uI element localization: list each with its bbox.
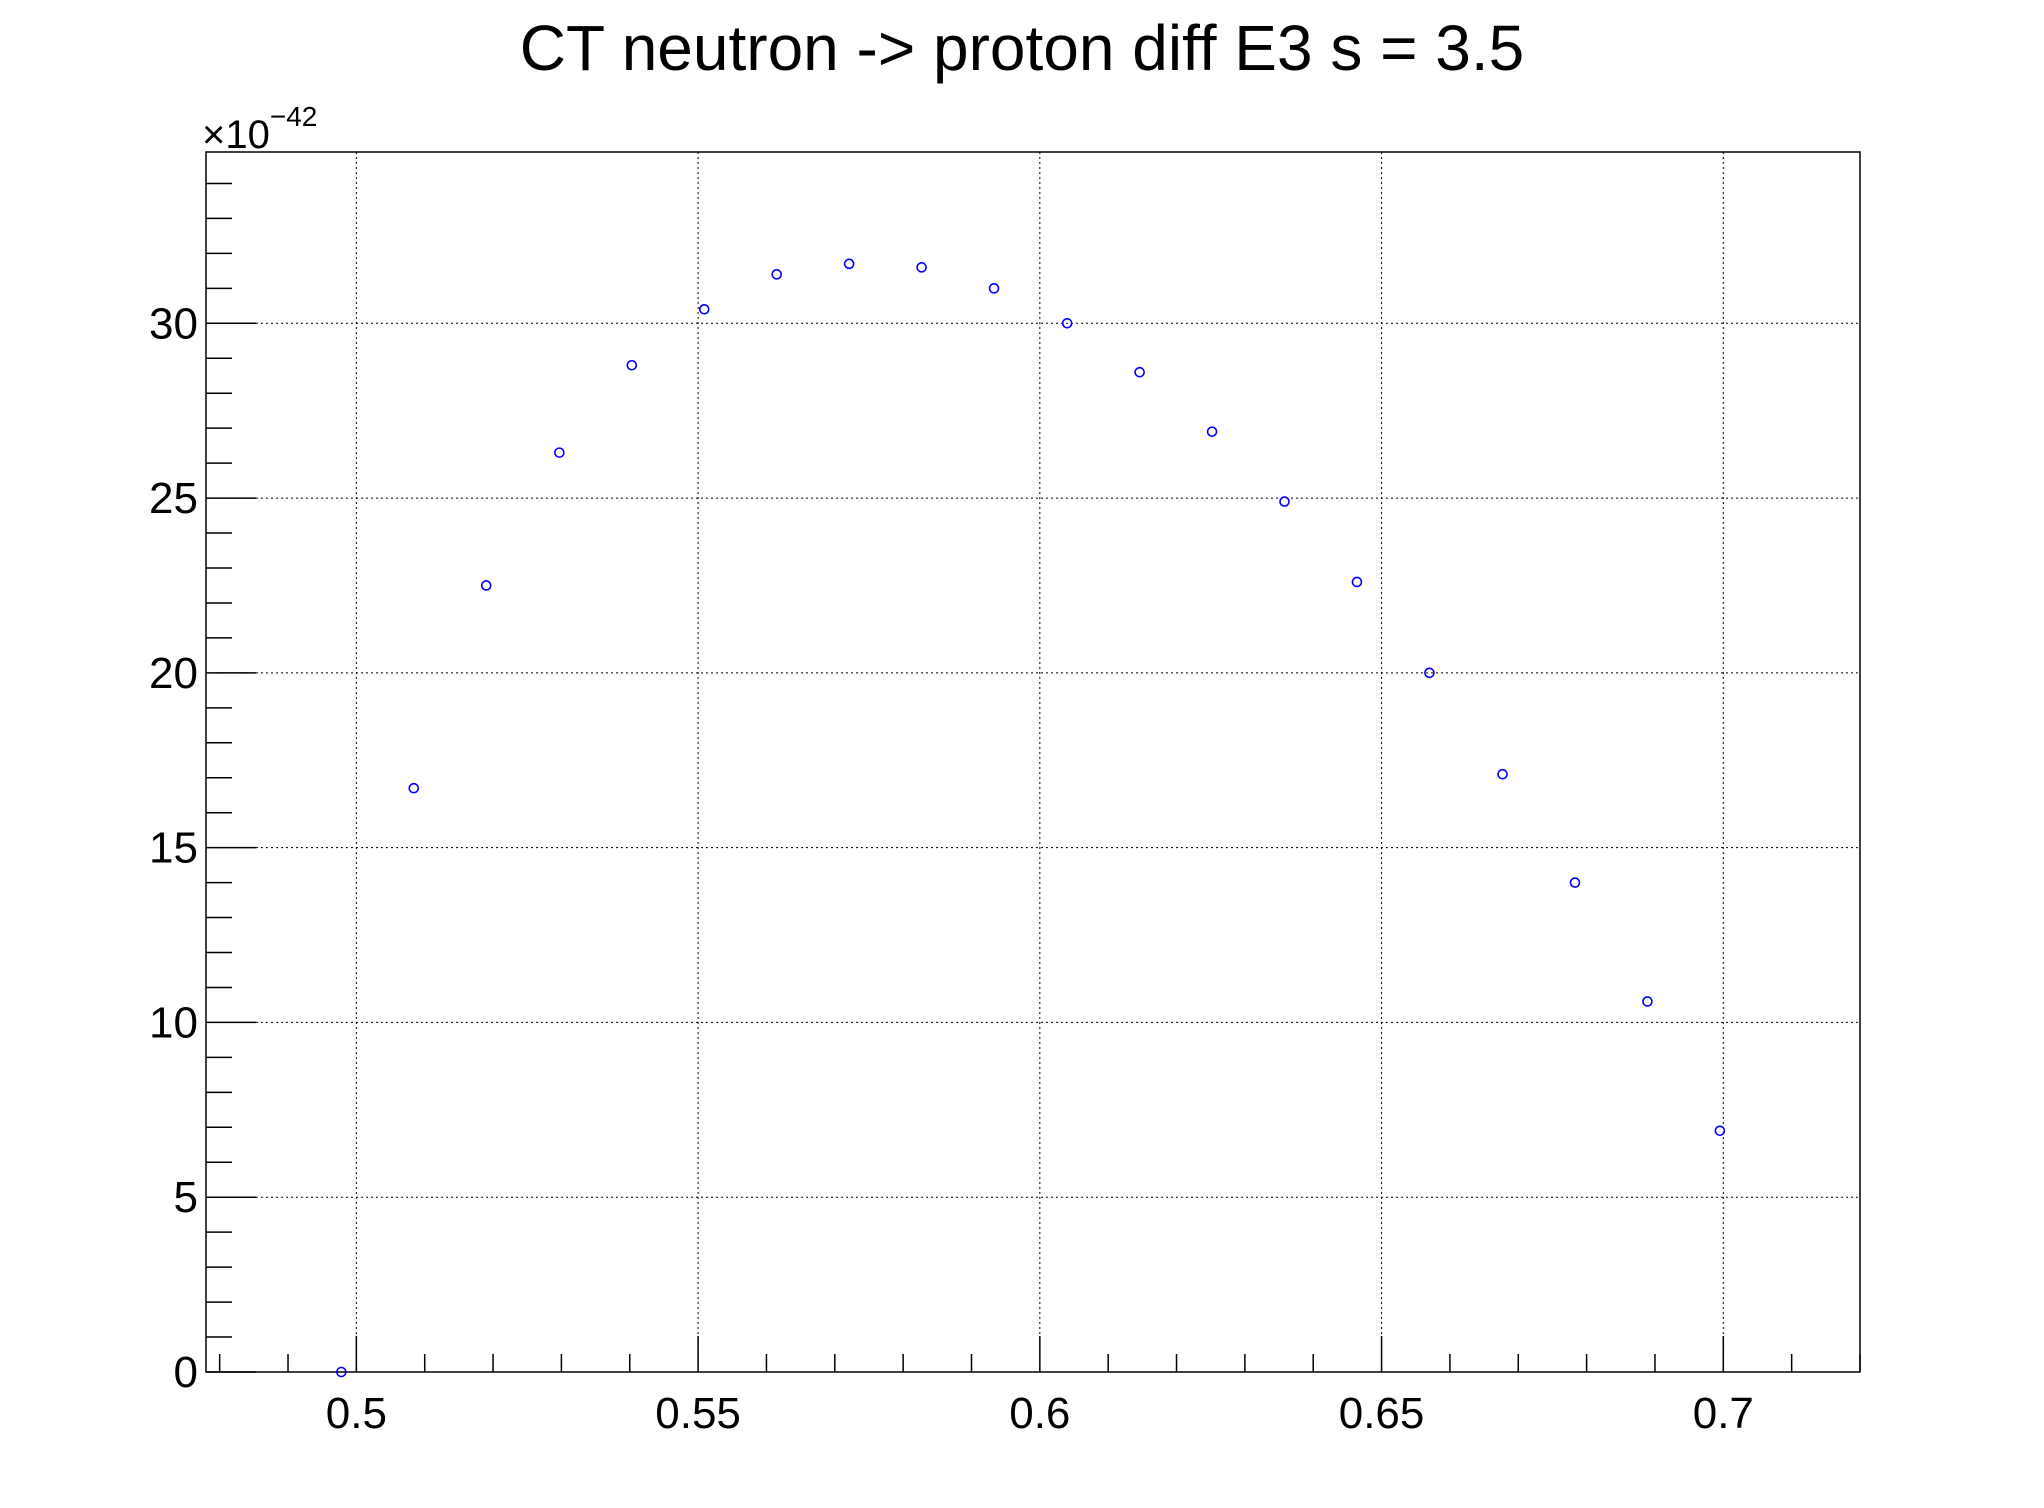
x-axis-tick-labels: 0.5 0.55 0.6 0.65 0.7 — [326, 1389, 1754, 1438]
y-tick-label: 30 — [149, 299, 198, 348]
grid-lines — [206, 152, 1860, 1373]
y-tick-label: 25 — [149, 474, 198, 523]
data-point — [480, 580, 492, 591]
data-point — [1279, 496, 1290, 507]
data-point — [626, 359, 638, 371]
data-point — [843, 258, 855, 270]
y-tick-label: 10 — [149, 998, 198, 1047]
data-point — [698, 304, 710, 315]
x-tick-label: 0.7 — [1693, 1389, 1754, 1438]
chart-title: CT neutron -> proton diff E3 s = 3.5 — [520, 12, 1524, 84]
x-tick-label: 0.65 — [1339, 1389, 1425, 1438]
data-point — [336, 1366, 347, 1378]
data-point — [1424, 667, 1435, 679]
data-points — [336, 258, 1726, 1378]
data-point — [1642, 996, 1653, 1007]
data-point — [1714, 1125, 1726, 1137]
data-point — [1351, 576, 1363, 588]
y-tick-label: 15 — [149, 824, 198, 873]
y-axis-multiplier-base: ×10 — [202, 113, 270, 157]
data-point — [771, 269, 782, 280]
data-point — [408, 782, 420, 794]
x-tick-label: 0.6 — [1009, 1389, 1070, 1438]
y-tick-label: 5 — [174, 1173, 198, 1222]
y-axis-tick-labels: 0 5 10 15 20 25 30 — [149, 299, 198, 1397]
x-tick-label: 0.5 — [326, 1389, 387, 1438]
data-point — [554, 447, 565, 458]
plot-frame — [205, 151, 1861, 1373]
y-tick-label: 0 — [174, 1348, 198, 1397]
x-tick-label: 0.55 — [655, 1389, 741, 1438]
y-axis-multiplier: ×10−42 — [202, 101, 317, 157]
data-point — [1569, 877, 1581, 888]
data-point — [988, 283, 1000, 294]
data-point — [1134, 366, 1145, 378]
data-point — [1061, 317, 1073, 329]
axis-ticks — [206, 182, 1861, 1373]
data-point — [1497, 768, 1508, 780]
y-tick-label: 20 — [149, 649, 198, 698]
data-point — [916, 262, 927, 273]
data-point — [1206, 426, 1218, 437]
y-axis-multiplier-exponent: −42 — [270, 101, 318, 132]
